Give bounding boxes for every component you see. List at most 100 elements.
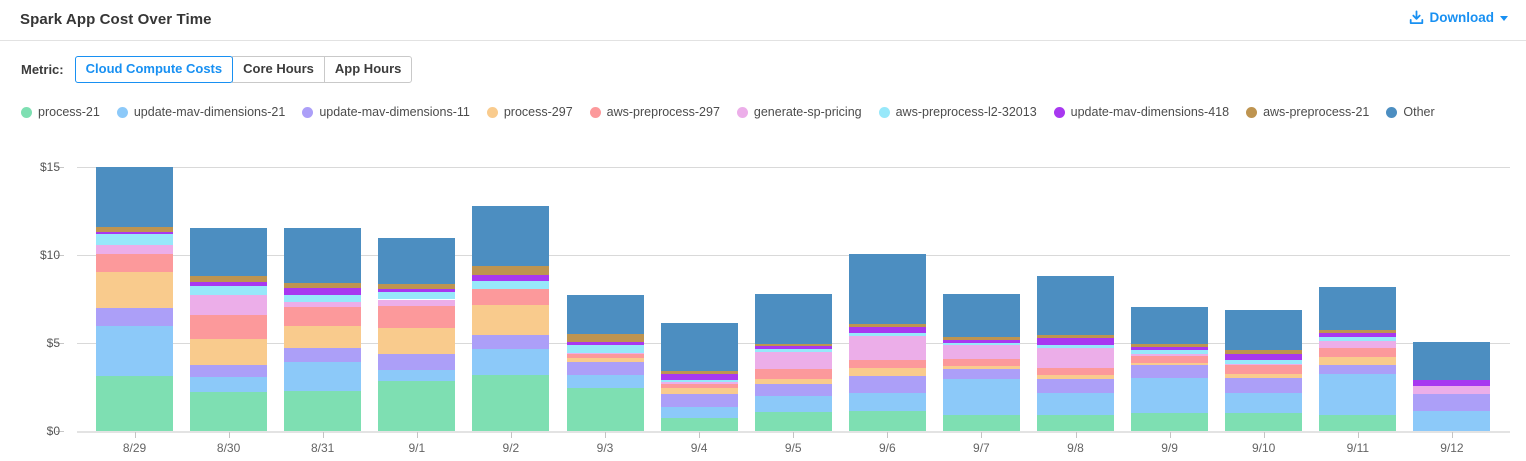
bar-segment-8-29-aws-preprocess-21[interactable] bbox=[96, 226, 173, 232]
bar-segment-9-8-process-21[interactable] bbox=[1037, 414, 1114, 431]
bar-segment-9-3-other[interactable] bbox=[566, 295, 644, 334]
bar-segment-8-30-aws-preprocess-21[interactable] bbox=[190, 276, 268, 283]
bar-segment-9-2-other[interactable] bbox=[472, 206, 550, 266]
bar-segment-9-6-other[interactable] bbox=[848, 254, 926, 324]
bar-segment-9-7-other[interactable] bbox=[942, 293, 1020, 337]
bar-segment-8-30-aws-preprocess-297[interactable] bbox=[190, 314, 268, 340]
bar-segment-8-29-update-mav-dimensions-21[interactable] bbox=[96, 325, 173, 376]
metric-option-cloud-compute-costs[interactable]: Cloud Compute Costs bbox=[74, 55, 234, 83]
bar-segment-9-1-process-21[interactable] bbox=[378, 380, 456, 431]
bar-segment-9-3-update-mav-dimensions-21[interactable] bbox=[566, 374, 644, 389]
bar-segment-9-4-other[interactable] bbox=[660, 323, 738, 372]
bar-segment-8-29-update-mav-dimensions-11[interactable] bbox=[96, 308, 173, 326]
bar-segment-8-29-generate-sp-pricing[interactable] bbox=[96, 244, 173, 254]
bar-segment-9-4-update-mav-dimensions-21[interactable] bbox=[660, 407, 738, 418]
bar-segment-9-9-aws-preprocess-297[interactable] bbox=[1131, 356, 1209, 363]
bar-segment-9-5-aws-preprocess-l2-32013[interactable] bbox=[754, 348, 832, 353]
bar-segment-9-2-process-297[interactable] bbox=[472, 305, 550, 336]
bar-segment-9-11-other[interactable] bbox=[1319, 287, 1397, 330]
bar-segment-9-2-aws-preprocess-297[interactable] bbox=[472, 288, 550, 306]
bar-segment-9-9-process-297[interactable] bbox=[1131, 362, 1209, 365]
bar-segment-9-5-update-mav-dimensions-21[interactable] bbox=[754, 396, 832, 412]
bar-segment-8-29-process-21[interactable] bbox=[96, 375, 173, 431]
bar-segment-9-3-aws-preprocess-297[interactable] bbox=[566, 353, 644, 358]
bar-segment-9-3-process-297[interactable] bbox=[566, 357, 644, 363]
bar-segment-9-6-process-21[interactable] bbox=[848, 411, 926, 431]
bar-segment-9-10-update-mav-dimensions-21[interactable] bbox=[1225, 392, 1303, 413]
bar-segment-9-12-generate-sp-pricing[interactable] bbox=[1413, 385, 1491, 395]
bar-segment-9-12-update-mav-dimensions-418[interactable] bbox=[1413, 380, 1491, 386]
bar-segment-9-10-aws-preprocess-297[interactable] bbox=[1225, 365, 1303, 374]
bar-segment-8-31-process-21[interactable] bbox=[284, 391, 362, 431]
bar-segment-8-31-generate-sp-pricing[interactable] bbox=[284, 302, 362, 307]
bar-segment-9-5-other[interactable] bbox=[754, 293, 832, 344]
bar-segment-8-30-update-mav-dimensions-418[interactable] bbox=[190, 282, 268, 287]
bar-segment-9-6-update-mav-dimensions-418[interactable] bbox=[848, 327, 926, 333]
bar-segment-9-7-process-297[interactable] bbox=[942, 365, 1020, 369]
bar-segment-9-7-aws-preprocess-21[interactable] bbox=[942, 336, 1020, 341]
bar-segment-9-3-aws-preprocess-l2-32013[interactable] bbox=[566, 344, 644, 353]
bar-segment-9-8-process-297[interactable] bbox=[1037, 375, 1114, 380]
bar-segment-9-12-update-mav-dimensions-21[interactable] bbox=[1413, 410, 1491, 431]
bar-segment-9-2-aws-preprocess-l2-32013[interactable] bbox=[472, 280, 550, 289]
bar-segment-9-8-aws-preprocess-297[interactable] bbox=[1037, 368, 1114, 376]
bar-segment-9-9-process-21[interactable] bbox=[1131, 412, 1209, 431]
bar-segment-9-11-process-21[interactable] bbox=[1319, 414, 1397, 431]
bar-segment-8-31-aws-preprocess-297[interactable] bbox=[284, 306, 362, 326]
bar-segment-9-2-update-mav-dimensions-418[interactable] bbox=[472, 274, 550, 281]
bar-segment-8-31-update-mav-dimensions-418[interactable] bbox=[284, 287, 362, 296]
bar-segment-9-6-aws-preprocess-297[interactable] bbox=[848, 360, 926, 369]
bar-segment-9-10-generate-sp-pricing[interactable] bbox=[1225, 363, 1303, 366]
bar-segment-8-29-other[interactable] bbox=[96, 167, 173, 227]
bar-segment-9-8-aws-preprocess-21[interactable] bbox=[1037, 334, 1114, 339]
bar-segment-9-1-update-mav-dimensions-21[interactable] bbox=[378, 370, 456, 381]
bar-segment-9-1-update-mav-dimensions-418[interactable] bbox=[378, 288, 456, 293]
bar-segment-8-30-aws-preprocess-l2-32013[interactable] bbox=[190, 286, 268, 296]
bar-segment-8-31-update-mav-dimensions-11[interactable] bbox=[284, 348, 362, 363]
bar-segment-9-10-update-mav-dimensions-418[interactable] bbox=[1225, 353, 1303, 361]
bar-segment-9-3-process-21[interactable] bbox=[566, 388, 644, 431]
bar-segment-9-2-aws-preprocess-21[interactable] bbox=[472, 265, 550, 275]
bar-segment-9-6-update-mav-dimensions-11[interactable] bbox=[848, 375, 926, 393]
bar-segment-8-30-update-mav-dimensions-21[interactable] bbox=[190, 377, 268, 392]
bar-segment-9-7-process-21[interactable] bbox=[942, 415, 1020, 431]
bar-segment-9-1-generate-sp-pricing[interactable] bbox=[378, 299, 456, 307]
bar-segment-9-7-update-mav-dimensions-21[interactable] bbox=[942, 379, 1020, 416]
bar-segment-8-31-process-297[interactable] bbox=[284, 325, 362, 349]
bar-segment-9-11-aws-preprocess-21[interactable] bbox=[1319, 329, 1397, 333]
legend-item-update-mav-dimensions-21[interactable]: update-mav-dimensions-21 bbox=[116, 105, 285, 119]
bar-segment-9-9-other[interactable] bbox=[1131, 307, 1209, 344]
bar-segment-9-10-update-mav-dimensions-11[interactable] bbox=[1225, 378, 1303, 393]
metric-option-core-hours[interactable]: Core Hours bbox=[232, 55, 325, 83]
legend-item-update-mav-dimensions-11[interactable]: update-mav-dimensions-11 bbox=[302, 105, 470, 119]
bar-segment-8-29-aws-preprocess-297[interactable] bbox=[96, 253, 173, 272]
legend-item-update-mav-dimensions-418[interactable]: update-mav-dimensions-418 bbox=[1053, 105, 1229, 119]
bar-segment-9-1-aws-preprocess-297[interactable] bbox=[378, 306, 456, 328]
bar-segment-8-31-aws-preprocess-l2-32013[interactable] bbox=[284, 295, 362, 303]
bar-segment-9-5-generate-sp-pricing[interactable] bbox=[754, 352, 832, 369]
bar-segment-9-6-aws-preprocess-21[interactable] bbox=[848, 323, 926, 328]
legend-item-process-297[interactable]: process-297 bbox=[486, 105, 573, 119]
bar-segment-9-3-update-mav-dimensions-11[interactable] bbox=[566, 362, 644, 375]
bar-segment-8-31-aws-preprocess-21[interactable] bbox=[284, 282, 362, 288]
bar-segment-9-8-update-mav-dimensions-21[interactable] bbox=[1037, 392, 1114, 415]
bar-segment-9-6-aws-preprocess-l2-32013[interactable] bbox=[848, 332, 926, 337]
bar-segment-9-4-update-mav-dimensions-11[interactable] bbox=[660, 393, 738, 408]
bar-segment-9-8-other[interactable] bbox=[1037, 276, 1114, 335]
download-button[interactable]: Download bbox=[1409, 10, 1508, 25]
bar-segment-9-2-update-mav-dimensions-11[interactable] bbox=[472, 335, 550, 349]
bar-segment-9-6-process-297[interactable] bbox=[848, 368, 926, 376]
bar-segment-8-30-generate-sp-pricing[interactable] bbox=[190, 295, 268, 315]
bar-segment-9-4-aws-preprocess-l2-32013[interactable] bbox=[660, 379, 738, 383]
bar-segment-9-9-aws-preprocess-l2-32013[interactable] bbox=[1131, 350, 1209, 354]
bar-segment-9-7-update-mav-dimensions-11[interactable] bbox=[942, 368, 1020, 380]
bar-segment-9-9-update-mav-dimensions-418[interactable] bbox=[1131, 347, 1209, 351]
bar-segment-8-29-process-297[interactable] bbox=[96, 271, 173, 309]
bar-segment-9-10-aws-preprocess-21[interactable] bbox=[1225, 350, 1303, 354]
bar-segment-9-5-process-21[interactable] bbox=[754, 412, 832, 431]
bar-segment-9-10-process-297[interactable] bbox=[1225, 373, 1303, 379]
bar-segment-9-8-generate-sp-pricing[interactable] bbox=[1037, 348, 1114, 369]
bar-segment-9-4-aws-preprocess-21[interactable] bbox=[660, 371, 738, 374]
bar-segment-9-4-process-297[interactable] bbox=[660, 387, 738, 394]
bar-segment-9-8-aws-preprocess-l2-32013[interactable] bbox=[1037, 345, 1114, 348]
